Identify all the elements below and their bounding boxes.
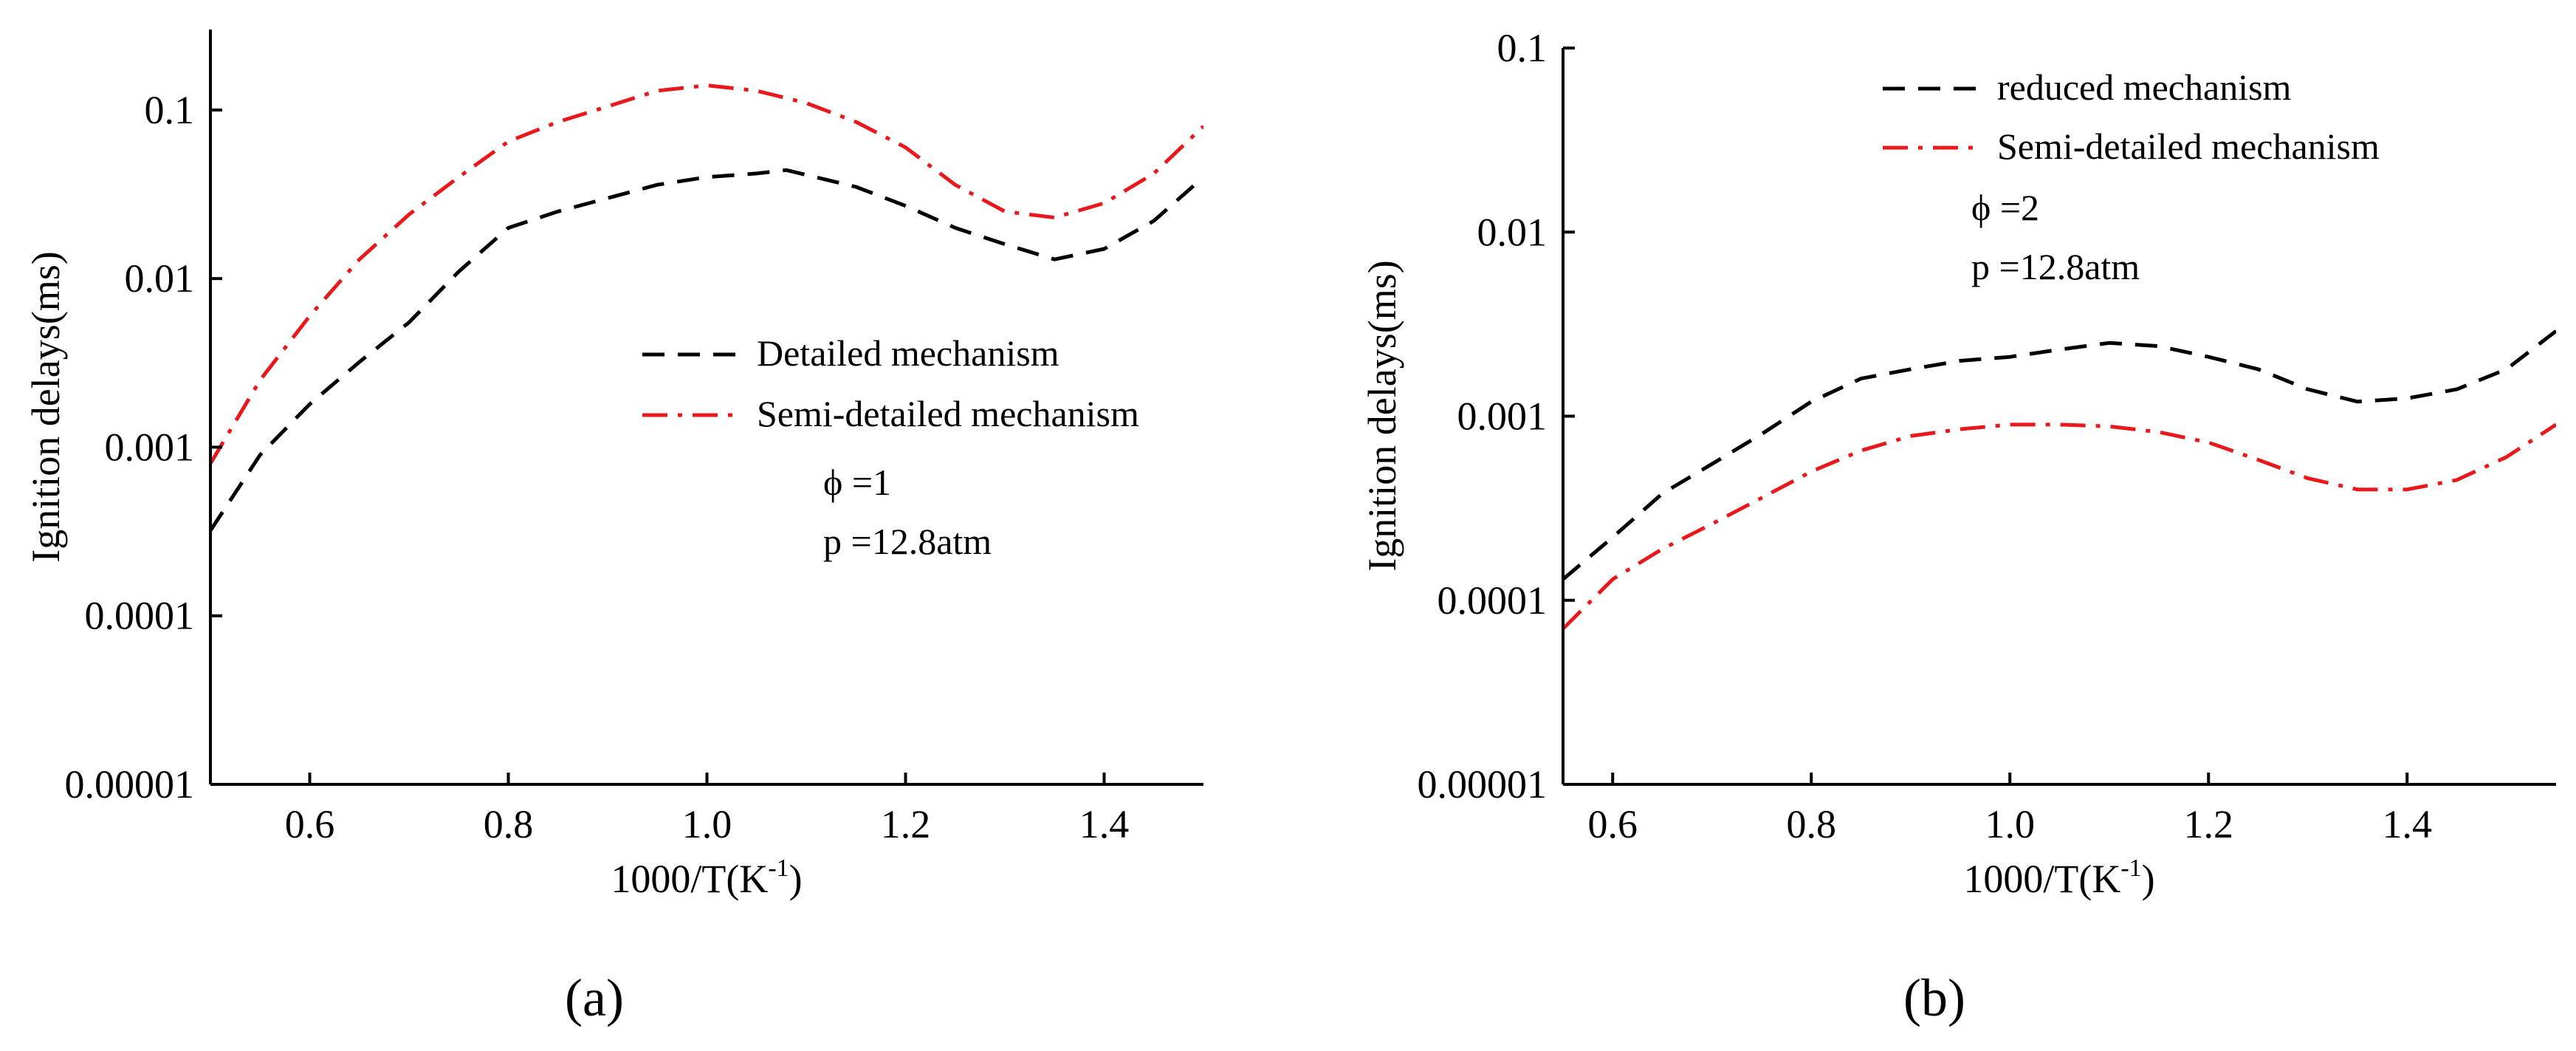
annotation-text: p =12.8atm (823, 521, 992, 562)
x-tick-label: 0.8 (1787, 802, 1837, 846)
chart-a: 0.00001 0.0001 0.001 0.01 0.1 0.6 0.8 1.0 1.2 1.4… (24, 30, 1203, 1027)
legend-label: Detailed mechanism (757, 332, 1059, 374)
x-tick-label: 1.2 (881, 802, 931, 846)
y-tick-label: 0.001 (105, 425, 195, 469)
y-tick-label: 0.1 (145, 88, 195, 132)
x-tick-label: 1.0 (682, 802, 732, 846)
y-tick-label: 0.001 (1457, 394, 1548, 439)
x-tick-label: 0.6 (1588, 802, 1638, 846)
series-line-red (1563, 422, 2556, 631)
x-tick-label: 1.4 (1079, 802, 1130, 846)
plot-area (1563, 329, 2556, 631)
annotation-text: ϕ =1 (823, 462, 891, 503)
chart-b: 0.00001 0.0001 0.001 0.01 0.1 0.6 0.8 1.0 1.2 1.4… (1360, 26, 2556, 1027)
x-axis-title: 1000/T(K-1) (1963, 855, 2154, 901)
series-line-red (210, 83, 1203, 465)
x-tick-label: 1.0 (1985, 802, 2036, 846)
legend-label: Semi-detailed mechanism (757, 393, 1139, 434)
y-axis-title: Ignition delays(ms) (24, 251, 68, 562)
y-tick-label: 0.00001 (1418, 762, 1548, 807)
y-tick-label: 0.00001 (65, 762, 195, 807)
series-line-black (210, 168, 1203, 532)
x-tick-label: 0.6 (285, 802, 335, 846)
y-tick-label: 0.0001 (1438, 578, 1548, 623)
plot-area (210, 83, 1203, 532)
y-tick-label: 0.1 (1497, 26, 1548, 70)
x-tick-label: 1.4 (2383, 802, 2433, 846)
x-tick-label: 1.2 (2184, 802, 2234, 846)
annotation-text: p =12.8atm (1971, 246, 2140, 287)
annotation-text: ϕ =2 (1971, 187, 2039, 228)
legend-label: Semi-detailed mechanism (1997, 126, 2380, 167)
panel-label: (a) (565, 968, 624, 1027)
x-axis-title: 1000/T(K-1) (611, 855, 802, 901)
y-tick-label: 0.0001 (85, 594, 195, 638)
x-tick-label: 0.8 (484, 802, 534, 846)
y-tick-label: 0.01 (125, 256, 195, 301)
y-tick-label: 0.01 (1477, 210, 1548, 254)
panel-label: (b) (1903, 968, 1965, 1027)
series-line-black (1563, 329, 2556, 581)
y-axis-title: Ignition delays(ms) (1360, 260, 1404, 571)
legend-label: reduced mechanism (1997, 66, 2292, 108)
